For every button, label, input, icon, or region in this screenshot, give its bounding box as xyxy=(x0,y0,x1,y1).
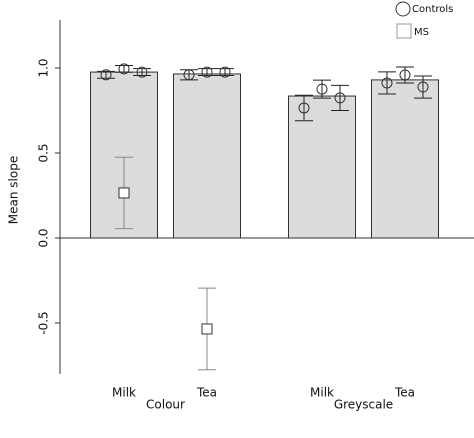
y-tick-label: -0.5 xyxy=(37,311,51,334)
control-point xyxy=(399,69,411,81)
y-tick-label: 0.5 xyxy=(37,143,51,162)
bar xyxy=(173,73,241,239)
control-point xyxy=(381,77,393,89)
control-point xyxy=(298,102,310,114)
x-tick-label: Tea xyxy=(394,386,415,400)
control-point xyxy=(183,69,195,81)
legend-label: MS xyxy=(414,27,429,38)
bar xyxy=(371,79,439,239)
x-tick-label: Tea xyxy=(196,386,217,400)
ms-point xyxy=(118,187,130,199)
group-label: Greyscale xyxy=(334,398,393,412)
control-point xyxy=(201,66,213,78)
control-point xyxy=(136,66,148,78)
y-axis-label: Mean slope xyxy=(7,156,21,224)
x-tick-label: Milk xyxy=(112,386,136,400)
legend-marker xyxy=(396,23,412,39)
bar xyxy=(288,95,356,239)
legend-label: Controls xyxy=(412,4,453,15)
control-point xyxy=(417,81,429,93)
ms-point xyxy=(201,323,213,335)
x-tick-label: Milk xyxy=(310,386,334,400)
control-point xyxy=(118,63,130,75)
control-point xyxy=(334,92,346,104)
group-label: Colour xyxy=(146,398,185,412)
y-tick-label: 0.0 xyxy=(37,228,51,247)
control-point xyxy=(316,83,328,95)
control-point xyxy=(219,66,231,78)
control-point xyxy=(100,69,112,81)
legend-marker xyxy=(395,1,411,17)
y-tick-label: 1.0 xyxy=(37,58,51,77)
